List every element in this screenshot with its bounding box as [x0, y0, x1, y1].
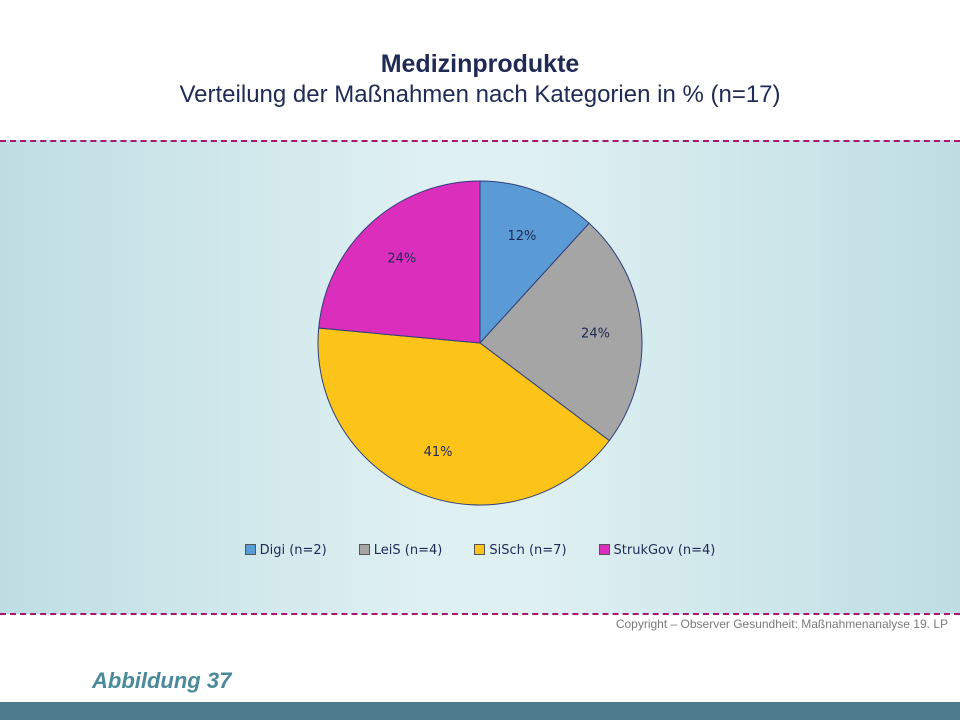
legend-swatch-2 — [474, 544, 486, 555]
bottom-bar — [0, 702, 960, 720]
pie-slice-2 — [317, 327, 610, 506]
legend-label-0: Digi (n=2) — [259, 543, 327, 558]
chart-title: Medizinprodukte — [380, 50, 580, 78]
chart-subtitle: Verteilung der Maßnahmen nach Kategorien… — [179, 81, 781, 108]
figure-caption: Abbildung 37 — [92, 668, 232, 693]
pie-slice-3 — [318, 180, 481, 344]
legend-label-1: LeiS (n=4) — [373, 543, 443, 558]
copyright-note: Copyright – Observer Gesundheit: Maßnahm… — [615, 617, 948, 631]
legend-swatch-3 — [598, 544, 610, 555]
pie-slice-1 — [479, 222, 643, 442]
top-dashed-divider — [0, 140, 960, 142]
legend-label-2: SiSch (n=7) — [489, 543, 567, 558]
legend-item-2: SiSch (n=7) — [474, 543, 567, 558]
legend-item-3: StrukGov (n=4) — [598, 543, 716, 558]
legend-item-0: Digi (n=2) — [244, 543, 327, 558]
bottom-dashed-divider — [0, 613, 960, 615]
slice-percent-label-0: 12% — [507, 229, 536, 244]
pie-slice-0 — [479, 180, 590, 345]
chart-legend: Digi (n=2) LeiS (n=4) SiSch (n=7) StrukGov … — [0, 543, 960, 558]
legend-swatch-1 — [358, 544, 370, 555]
slice-percent-label-2: 41% — [424, 445, 453, 460]
legend-label-3: StrukGov (n=4) — [613, 543, 716, 558]
slice-percent-label-3: 24% — [387, 251, 416, 266]
legend-item-1: LeiS (n=4) — [358, 543, 443, 558]
legend-swatch-0 — [244, 544, 256, 555]
slice-percent-label-1: 24% — [581, 326, 610, 341]
title-block: Medizinprodukte Verteilung der Maßnahmen… — [0, 48, 960, 110]
